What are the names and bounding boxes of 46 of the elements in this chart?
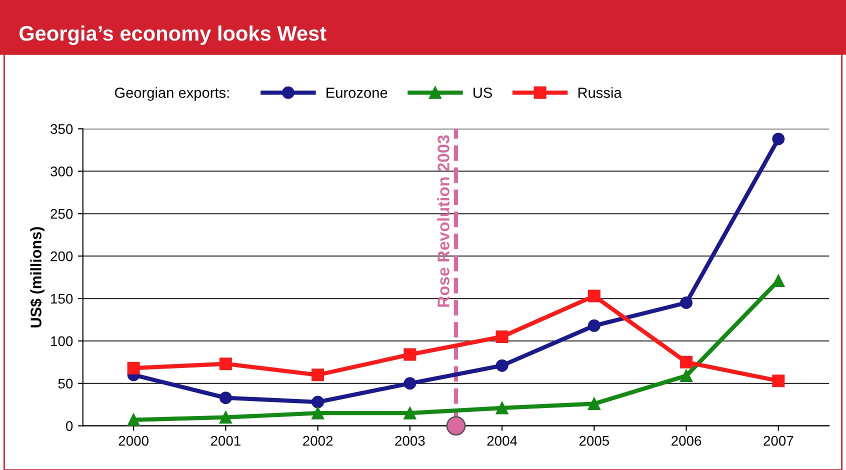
legend-title: Georgian exports: — [114, 87, 229, 101]
point — [588, 290, 600, 302]
point — [127, 362, 140, 374]
x-tick-label: 2007 — [764, 436, 794, 446]
chart-title: Georgia’s economy looks West — [19, 25, 326, 46]
point — [127, 414, 140, 426]
point — [312, 406, 324, 420]
point — [312, 396, 324, 408]
point — [219, 358, 232, 370]
point — [680, 369, 693, 382]
x-tick-label: 2004 — [487, 436, 518, 446]
y-axis-title: US$ (millions) — [30, 227, 44, 328]
x-tick-label: 2005 — [579, 436, 610, 446]
y-tick-label: 300 — [50, 166, 73, 176]
legend-label: Russia — [578, 87, 622, 98]
point — [312, 368, 324, 382]
y-tick-label: 200 — [50, 251, 73, 262]
point — [588, 398, 600, 410]
point — [496, 359, 508, 372]
point — [219, 411, 232, 424]
y-tick-label: 0 — [66, 421, 73, 431]
y-tick-label: 100 — [51, 336, 73, 346]
x-tick-label: 2003 — [395, 436, 425, 446]
legend-label: US — [474, 88, 492, 98]
x-tick-label: 2000 — [118, 436, 148, 446]
x-tick-label: 2001 — [210, 436, 240, 446]
point — [680, 296, 693, 310]
y-tick-label: 350 — [50, 124, 73, 134]
point — [772, 274, 785, 287]
y-tick-label: 150 — [51, 294, 73, 304]
x-tick-label: 2002 — [303, 436, 333, 446]
point — [772, 132, 785, 146]
point — [496, 402, 508, 414]
ref-line-label: Rose Revolution 2003 — [437, 135, 450, 307]
point — [404, 348, 416, 361]
point — [404, 406, 416, 420]
y-tick-label: 250 — [50, 208, 73, 219]
legend-label: Eurozone — [326, 88, 388, 98]
point — [404, 377, 416, 390]
point — [588, 319, 600, 332]
point — [496, 330, 508, 343]
x-tick-label: 2006 — [672, 436, 702, 446]
point — [219, 392, 232, 404]
y-tick-label: 50 — [58, 378, 73, 389]
point — [680, 356, 693, 368]
point — [772, 374, 785, 388]
